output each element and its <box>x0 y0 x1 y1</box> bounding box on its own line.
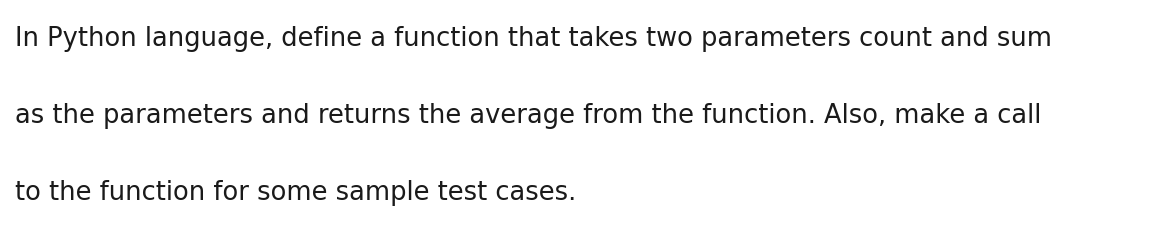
Text: In Python language, define a function that takes two parameters count and sum: In Python language, define a function th… <box>15 26 1052 52</box>
Text: to the function for some sample test cases.: to the function for some sample test cas… <box>15 179 576 205</box>
Text: as the parameters and returns the average from the function. Also, make a call: as the parameters and returns the averag… <box>15 103 1041 128</box>
